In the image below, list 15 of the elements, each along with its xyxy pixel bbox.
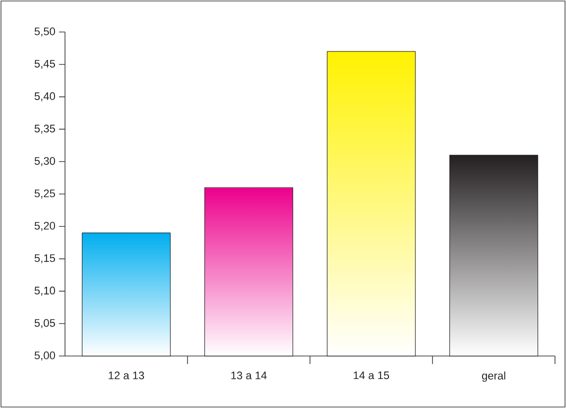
x-tick-label: 13 a 14 xyxy=(231,372,267,380)
y-tick-label: 5,35 xyxy=(34,124,56,134)
y-tick-label: 5,50 xyxy=(34,27,56,37)
x-tick-label: geral xyxy=(482,372,506,382)
y-tick-label: 5,10 xyxy=(34,286,56,296)
x-tick-label: 12 a 13 xyxy=(108,372,144,380)
y-tick-label: 5,30 xyxy=(34,157,56,166)
y-tick-label: 5,20 xyxy=(34,222,56,231)
y-tick-label: 5,00 xyxy=(34,351,56,361)
y-tick-label: 5,40 xyxy=(34,92,56,102)
y-tick-label: 5,15 xyxy=(34,254,56,264)
y-tick-label: 5,45 xyxy=(34,60,56,69)
x-tick-label: 14 a 15 xyxy=(354,372,390,380)
y-tick-label: 5,05 xyxy=(34,319,56,328)
y-tick-label: 5,25 xyxy=(34,189,56,199)
